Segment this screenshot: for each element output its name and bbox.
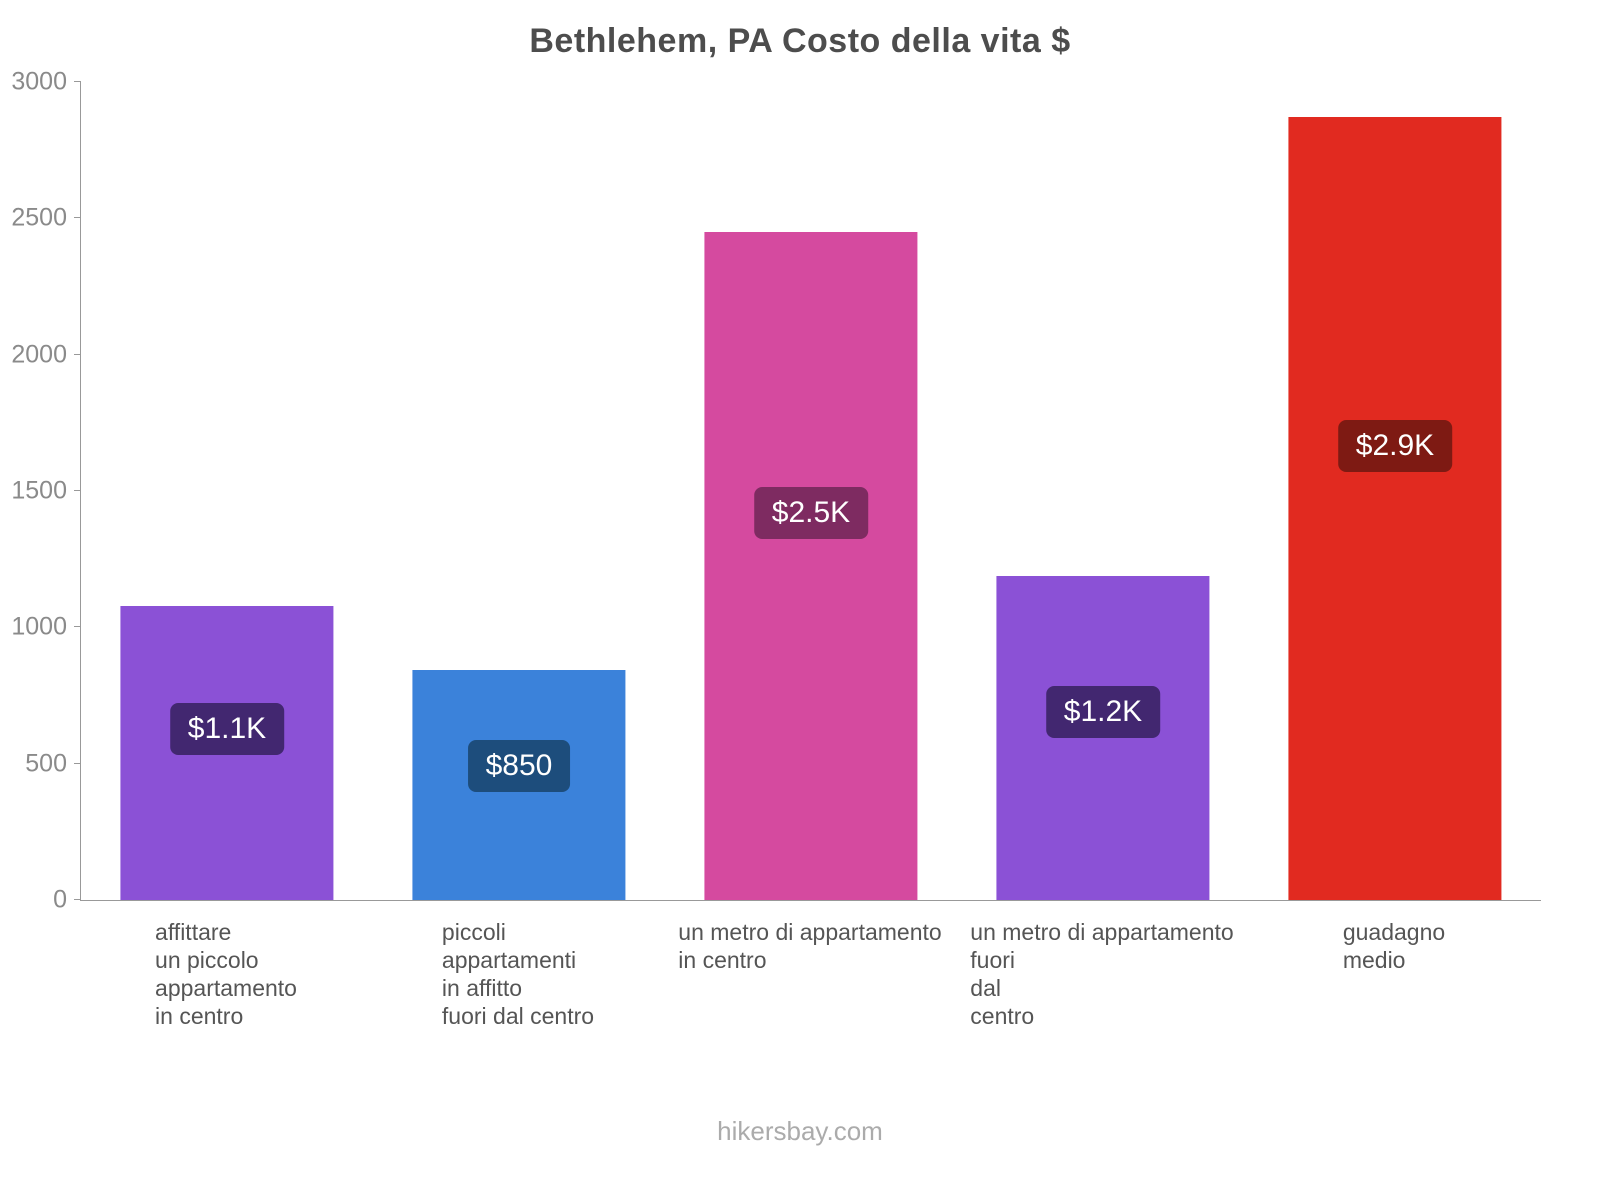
bar-value-label: $1.1K bbox=[169, 703, 285, 756]
bar-value-label: $2.5K bbox=[753, 486, 869, 539]
y-tick-mark bbox=[74, 217, 81, 219]
y-tick-mark bbox=[74, 626, 81, 628]
y-tick-mark bbox=[74, 353, 81, 355]
x-category-label: guadagno medio bbox=[1248, 918, 1540, 1030]
chart-title: Bethlehem, PA Costo della vita $ bbox=[529, 22, 1071, 60]
bar-column: $850 bbox=[373, 82, 665, 900]
x-category-label-text: guadagno medio bbox=[1342, 919, 1446, 973]
bar-value-label: $850 bbox=[467, 740, 571, 793]
bars-container: $1.1K $850 $2.5K $1.2K $2.9K bbox=[81, 82, 1541, 900]
x-axis-labels: affittare un piccolo appartamento in centro… bbox=[80, 918, 1540, 1030]
footer-link[interactable]: hikersbay.com bbox=[717, 1116, 883, 1146]
y-tick-label: 3000 bbox=[11, 67, 67, 96]
x-category-label-text: un metro di appartamento in centro bbox=[678, 919, 942, 973]
bar-column: $1.2K bbox=[957, 82, 1249, 900]
bar-column: $2.9K bbox=[1249, 82, 1541, 900]
x-category-label-text: affittare un piccolo appartamento in centro bbox=[155, 919, 297, 1029]
x-category-label: affittare un piccolo appartamento in centro bbox=[80, 918, 372, 1030]
x-category-label: piccoli appartamenti in affitto fuori dal c… bbox=[372, 918, 664, 1030]
y-tick-mark bbox=[74, 899, 81, 900]
bar-value-label: $2.9K bbox=[1337, 420, 1453, 473]
y-tick-mark bbox=[74, 762, 81, 764]
bar: $1.2K bbox=[996, 575, 1210, 900]
y-tick-label: 2500 bbox=[11, 203, 67, 232]
y-tick-mark bbox=[74, 490, 81, 491]
bar: $850 bbox=[412, 669, 626, 900]
bar-value-label: $1.2K bbox=[1045, 685, 1161, 738]
bar-column: $2.5K bbox=[665, 82, 957, 900]
x-category-label-text: un metro di appartamento fuori dal centro bbox=[970, 919, 1234, 1029]
bar-column: $1.1K bbox=[81, 82, 373, 900]
y-tick-label: 1000 bbox=[11, 612, 67, 641]
x-category-label: un metro di appartamento fuori dal centro bbox=[956, 918, 1248, 1030]
bar: $2.5K bbox=[704, 231, 918, 900]
y-tick-label: 500 bbox=[25, 749, 67, 778]
y-tick-label: 2000 bbox=[11, 340, 67, 369]
bar: $2.9K bbox=[1288, 117, 1502, 900]
x-category-label: un metro di appartamento in centro bbox=[664, 918, 956, 1030]
x-category-label-text: piccoli appartamenti in affitto fuori dal c… bbox=[441, 919, 595, 1029]
y-tick-label: 1500 bbox=[11, 476, 67, 505]
y-tick-mark bbox=[74, 81, 81, 82]
bar: $1.1K bbox=[120, 605, 334, 900]
plot-area: $1.1K $850 $2.5K $1.2K $2.9K 0 500 1000 1500 200… bbox=[11, 68, 1541, 914]
y-tick-label: 0 bbox=[53, 885, 67, 914]
